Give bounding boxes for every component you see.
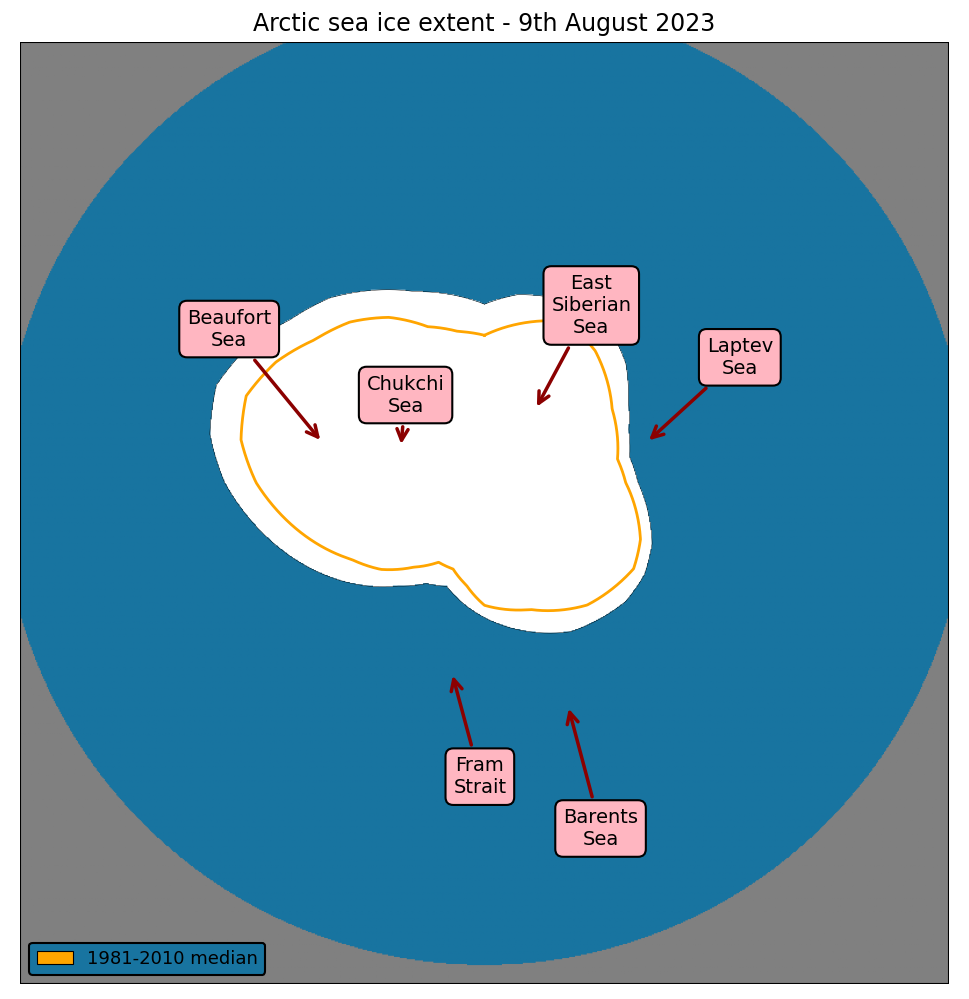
Text: Laptev
Sea: Laptev Sea <box>652 337 773 438</box>
Legend: 1981-2010 median: 1981-2010 median <box>29 942 266 975</box>
Text: Beaufort
Sea: Beaufort Sea <box>187 309 318 437</box>
Title: Arctic sea ice extent - 9th August 2023: Arctic sea ice extent - 9th August 2023 <box>253 12 716 36</box>
Text: Chukchi
Sea: Chukchi Sea <box>366 375 445 441</box>
Text: East
Siberian
Sea: East Siberian Sea <box>539 274 631 404</box>
Text: Barents
Sea: Barents Sea <box>563 712 638 849</box>
Text: Fram
Strait: Fram Strait <box>452 679 507 797</box>
